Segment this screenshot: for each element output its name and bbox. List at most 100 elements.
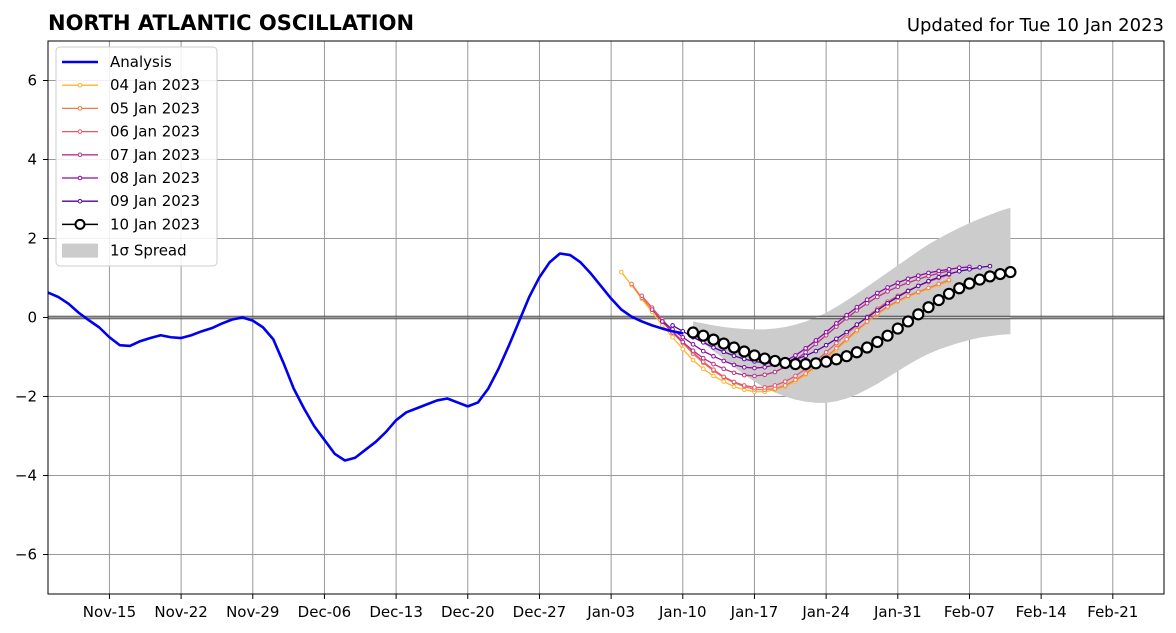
series-point: [670, 334, 675, 340]
x-tick-label: Jan-17: [730, 603, 779, 621]
series-point: [813, 348, 819, 354]
series-point: [752, 385, 757, 390]
series-point: [762, 385, 767, 390]
series-point: [926, 270, 931, 276]
series-point: [680, 339, 686, 345]
series-point: [987, 263, 993, 269]
series-point: [731, 370, 737, 376]
y-tick-label: −4: [15, 467, 37, 485]
x-tick-label: Feb-07: [944, 603, 995, 621]
series-point: [639, 293, 645, 299]
y-tick-label: 6: [27, 72, 37, 90]
series-point: [762, 372, 767, 378]
legend-series-label: 08 Jan 2023: [110, 169, 200, 187]
series-point: [854, 304, 860, 310]
x-tick-label: Nov-15: [83, 603, 136, 621]
series-point: [926, 285, 931, 291]
series-point: [901, 315, 915, 328]
legend-box: [55, 46, 218, 267]
series-point: [844, 312, 849, 318]
series-point: [748, 349, 761, 362]
series-point: [738, 345, 751, 358]
series-point: [905, 280, 911, 286]
spread-area: [693, 207, 1011, 403]
series-point: [793, 373, 798, 379]
series-point: [895, 298, 901, 304]
series-point: [741, 383, 747, 388]
series-point: [864, 315, 870, 320]
series-point: [779, 356, 792, 370]
series-point: [915, 283, 921, 289]
series-point: [731, 379, 737, 385]
series-point: [936, 274, 942, 280]
legend-series-marker: [77, 152, 83, 158]
x-tick-label: Dec-13: [369, 603, 423, 621]
series-point: [875, 294, 880, 300]
series-point: [864, 297, 870, 303]
series-point: [660, 319, 665, 324]
analysis-line: [47, 252, 684, 462]
series-point: [660, 323, 665, 328]
series-point: [942, 287, 956, 300]
series-point: [752, 365, 757, 371]
series-point: [711, 361, 716, 367]
series-point: [772, 369, 778, 375]
series-point: [762, 364, 767, 370]
series-point: [721, 366, 727, 372]
series-point: [741, 356, 747, 362]
y-tick-label: −6: [15, 546, 37, 564]
series-point: [875, 308, 880, 313]
x-tick-label: Dec-06: [298, 603, 352, 621]
series-point: [711, 353, 716, 359]
series-point: [881, 329, 894, 342]
series-point: [793, 377, 798, 383]
series-point: [844, 336, 849, 342]
legend-series-marker: [77, 198, 83, 204]
legend: Analysis 04 Jan 2023 05 Jan 2023 06 Jan 202…: [55, 46, 218, 267]
series-point: [936, 281, 942, 287]
series-point: [860, 341, 874, 354]
series-point: [711, 367, 716, 372]
series-point: [690, 342, 696, 347]
series-point: [670, 323, 675, 328]
series-point: [789, 358, 802, 371]
legend-series-marker: [77, 175, 83, 181]
series-point: [721, 374, 727, 380]
series-point: [752, 373, 757, 379]
series-point: [922, 301, 935, 314]
series-point: [721, 358, 727, 364]
legend-series-label: 05 Jan 2023: [110, 99, 200, 117]
series-point: [905, 276, 911, 282]
legend-series-label: 04 Jan 2023: [110, 76, 200, 94]
series-point: [741, 364, 747, 370]
series-point: [1004, 265, 1017, 279]
series-point: [820, 355, 833, 368]
series-point: [834, 321, 839, 326]
series-point: [875, 290, 880, 296]
series-point: [864, 319, 870, 324]
legend-series-marker: [77, 106, 83, 111]
series-point: [700, 348, 706, 354]
legend-spread-swatch: [62, 243, 98, 258]
series-point: [758, 352, 771, 365]
series-point: [782, 379, 788, 384]
x-tick-label: Feb-21: [1087, 603, 1138, 621]
y-tick-label: 2: [27, 230, 37, 248]
x-tick-label: Feb-14: [1016, 603, 1067, 621]
series-point: [967, 267, 972, 272]
chart-subtitle: Updated for Tue 10 Jan 2023: [907, 15, 1164, 36]
y-tick-label: −2: [15, 388, 37, 406]
x-tick-label: Dec-27: [513, 603, 567, 621]
series-point: [686, 326, 700, 339]
series-point: [680, 334, 686, 340]
series-point: [946, 277, 952, 283]
series-point: [932, 294, 945, 307]
series-point: [983, 270, 997, 283]
series-point: [915, 289, 921, 295]
series-point: [885, 300, 890, 306]
series-point: [895, 284, 901, 289]
x-tick-label: Jan-03: [586, 603, 635, 621]
series-point: [803, 346, 808, 351]
x-tick-label: Jan-24: [801, 603, 850, 621]
